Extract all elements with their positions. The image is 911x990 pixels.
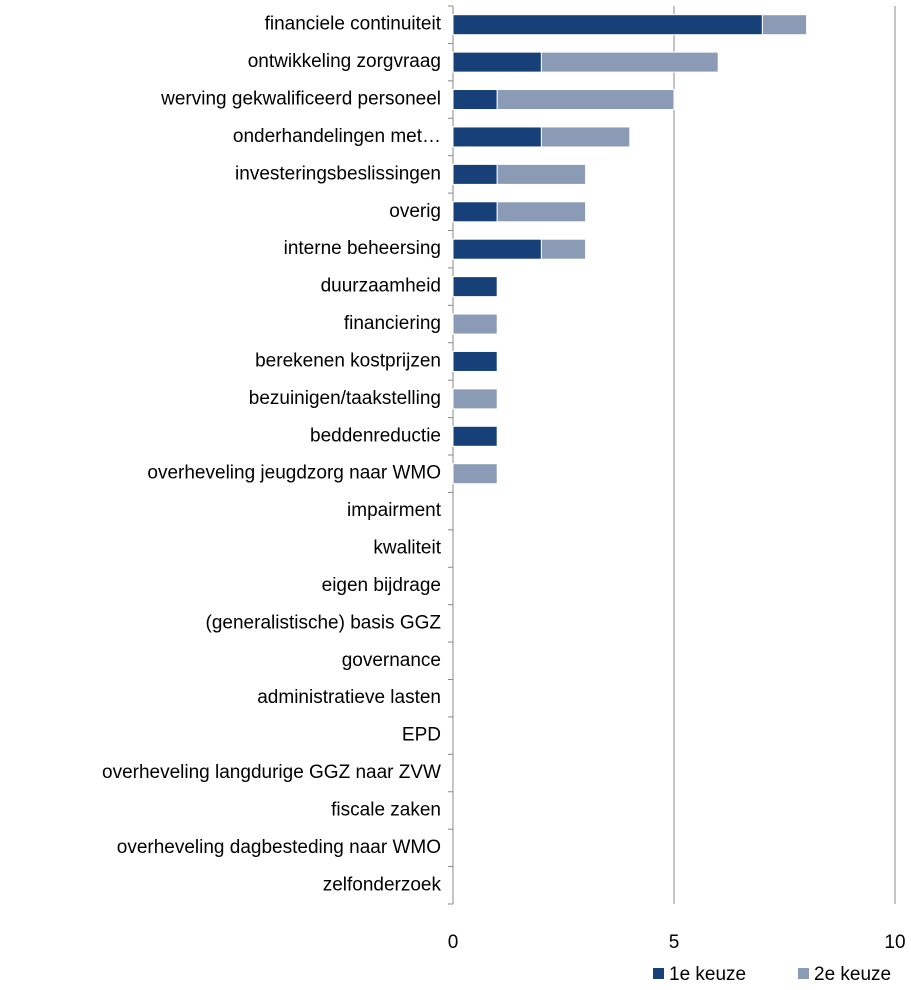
- bar-segment: [452, 126, 542, 148]
- y-tick-label: onderhandelingen met…: [233, 126, 441, 147]
- y-tick-label: ontwikkeling zorgvraag: [248, 51, 441, 72]
- y-tick-label: overheveling langdurige GGZ naar ZVW: [102, 762, 441, 783]
- y-tick-label: duurzaamheid: [321, 276, 441, 297]
- y-tick-label: governance: [342, 650, 441, 671]
- bar-segment: [496, 163, 587, 185]
- bar-segment: [452, 238, 542, 260]
- y-tick-label: kwaliteit: [373, 538, 441, 559]
- y-tick-label: berekenen kostprijzen: [255, 350, 441, 371]
- bar-segment: [452, 425, 498, 447]
- y-tick-label: overheveling dagbesteding naar WMO: [117, 837, 441, 858]
- y-tick-label: eigen bijdrage: [322, 575, 441, 596]
- bar-segment: [496, 201, 587, 223]
- y-tick-label: fiscale zaken: [331, 799, 441, 820]
- legend-label: 2e keuze: [814, 964, 891, 985]
- y-tick-label: bezuinigen/taakstelling: [249, 388, 441, 409]
- bar-segment: [452, 51, 542, 73]
- bar-segment: [496, 89, 675, 111]
- x-tick-label: 10: [884, 932, 905, 953]
- legend-swatch: [798, 968, 809, 979]
- bar-segment: [540, 238, 587, 260]
- bar-segment: [452, 163, 498, 185]
- y-tick-label: zelfonderzoek: [323, 874, 442, 895]
- bar-segment: [452, 350, 498, 372]
- y-tick-label: overheveling jeugdzorg naar WMO: [147, 463, 441, 484]
- y-tick-label: (generalistische) basis GGZ: [206, 612, 442, 633]
- bar-segment: [452, 313, 498, 335]
- y-tick-label: beddenreductie: [310, 425, 441, 446]
- bar-segment: [540, 126, 631, 148]
- legend-label: 1e keuze: [669, 964, 746, 985]
- y-tick-label: werving gekwalificeerd personeel: [160, 89, 441, 110]
- bar-segment: [452, 201, 498, 223]
- y-tick-label: impairment: [347, 500, 442, 521]
- y-tick-label: financiering: [344, 313, 441, 334]
- x-tick-label: 0: [448, 932, 459, 953]
- bar-segment: [452, 89, 498, 111]
- x-tick-label: 5: [669, 932, 680, 953]
- y-tick-label: administratieve lasten: [257, 687, 441, 708]
- bar-segment: [452, 276, 498, 298]
- y-tick-label: EPD: [402, 725, 441, 746]
- y-tick-label: financiele continuiteit: [265, 14, 442, 35]
- legend-swatch: [653, 968, 664, 979]
- bar-segment: [452, 463, 498, 485]
- y-tick-label: overig: [389, 201, 441, 222]
- bar-segment: [452, 388, 498, 410]
- bar-segment: [761, 14, 808, 36]
- bar-segment: [540, 51, 719, 73]
- y-tick-label: investeringsbeslissingen: [235, 163, 441, 184]
- bar-segment: [452, 14, 763, 36]
- y-tick-label: interne beheersing: [284, 238, 441, 259]
